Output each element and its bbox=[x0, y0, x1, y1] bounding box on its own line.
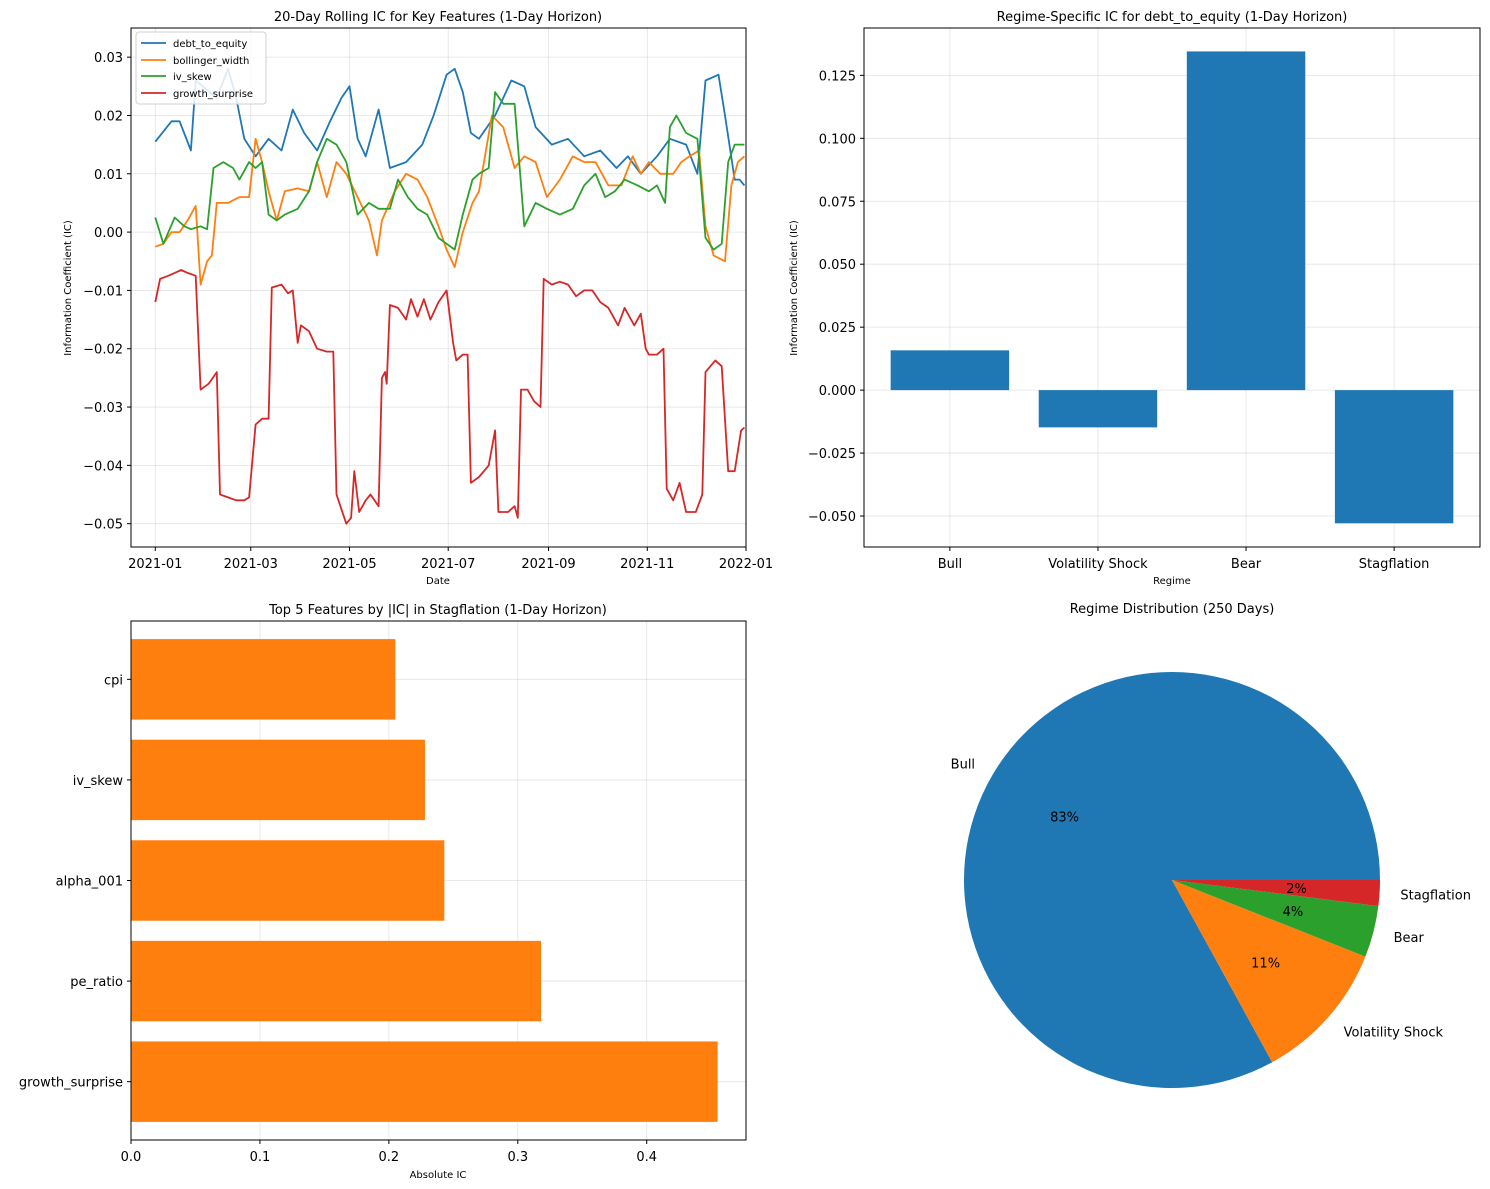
regime-ic-ytick-label: 0.125 bbox=[819, 69, 856, 84]
rolling-ic-xtick-label: 2022-01 bbox=[719, 557, 773, 572]
pie-title: Regime Distribution (250 Days) bbox=[1070, 602, 1275, 617]
series-line-growth-surprise bbox=[154, 269, 745, 525]
top5-xtick-label: 0.4 bbox=[636, 1150, 657, 1165]
rolling-ic-ytick-label: −0.02 bbox=[83, 343, 123, 358]
top5-bar-cpi bbox=[131, 639, 396, 720]
regime-ic-ytick-label: 0.025 bbox=[819, 321, 856, 336]
rolling-ic-ylabel: Information Coefficient (IC) bbox=[63, 220, 74, 356]
pie-slice-stagflation bbox=[1172, 880, 1380, 907]
rolling-ic-ytick-label: −0.01 bbox=[83, 284, 123, 299]
top5-xlabel: Absolute IC bbox=[410, 1170, 467, 1181]
top5-ytick-label: pe_ratio bbox=[70, 975, 123, 990]
rolling-ic-xlabel: Date bbox=[426, 576, 450, 587]
top5-bar-iv-skew bbox=[131, 739, 425, 821]
top5-bar-alpha-001 bbox=[131, 840, 445, 921]
regime-ic-xtick-label: Stagflation bbox=[1359, 557, 1430, 572]
top5-features-chart: Top 5 Features by |IC| in Stagflation (1… bbox=[19, 603, 747, 1181]
series-line-debt-to-equity bbox=[154, 67, 746, 186]
regime-bar-volatility-shock bbox=[1038, 390, 1158, 428]
rolling-ic-ytick-label: 0.03 bbox=[94, 51, 123, 66]
top5-ytick-label: cpi bbox=[104, 673, 123, 688]
regime-ic-ytick-label: 0.050 bbox=[819, 258, 856, 273]
regime-ic-chart: Regime-Specific IC for debt_to_equity (1… bbox=[789, 10, 1481, 587]
top5-bar-growth-surprise bbox=[131, 1041, 718, 1122]
series-line-bollinger-width bbox=[154, 114, 745, 286]
top5-ytick-label: growth_surprise bbox=[19, 1076, 123, 1091]
regime-distribution-chart: Regime Distribution (250 Days) Bull 83% Vo… bbox=[951, 602, 1471, 1088]
regime-ic-title: Regime-Specific IC for debt_to_equity (1… bbox=[997, 10, 1348, 25]
regime-bar-bear bbox=[1186, 51, 1306, 391]
pie-pct-label: 11% bbox=[1251, 957, 1280, 972]
regime-ic-xtick-label: Bull bbox=[938, 557, 962, 572]
top5-bar-pe-ratio bbox=[131, 940, 541, 1022]
rolling-ic-xtick-label: 2021-11 bbox=[620, 557, 674, 572]
rolling-ic-xtick-label: 2021-05 bbox=[322, 557, 376, 572]
top5-xtick-label: 0.3 bbox=[507, 1150, 528, 1165]
top5-ytick-label: iv_skew bbox=[73, 774, 124, 789]
top5-ytick-label: alpha_001 bbox=[56, 875, 123, 890]
regime-ic-ytick-label: 0.100 bbox=[819, 132, 856, 147]
rolling-ic-xtick-label: 2021-07 bbox=[421, 557, 475, 572]
pie-label: Bull bbox=[951, 758, 975, 773]
pie-slice-bull bbox=[964, 671, 1380, 1088]
series-line-iv-skew bbox=[154, 91, 745, 251]
pie-slice-volatility-shock bbox=[1172, 880, 1366, 1063]
legend-label-bollinger-width: bollinger_width bbox=[173, 56, 249, 67]
regime-bar-stagflation bbox=[1334, 390, 1454, 524]
regime-ic-ytick-label: −0.050 bbox=[808, 510, 856, 525]
pie-label: Stagflation bbox=[1400, 888, 1471, 903]
rolling-ic-ytick-label: 0.00 bbox=[94, 226, 123, 241]
pie-pct-label: 4% bbox=[1283, 905, 1304, 920]
rolling-ic-xtick-label: 2021-03 bbox=[224, 557, 278, 572]
pie-pct-label: 83% bbox=[1050, 810, 1079, 825]
top5-title: Top 5 Features by |IC| in Stagflation (1… bbox=[268, 603, 607, 618]
regime-ic-xlabel: Regime bbox=[1153, 576, 1191, 587]
rolling-ic-chart: 20-Day Rolling IC for Key Features (1-Da… bbox=[63, 10, 773, 587]
regime-ic-ytick-label: 0.000 bbox=[819, 384, 856, 399]
rolling-ic-plot-area bbox=[130, 27, 747, 548]
legend-label-growth-surprise: growth_surprise bbox=[173, 89, 253, 100]
rolling-ic-ytick-label: −0.03 bbox=[83, 401, 123, 416]
pie-label: Bear bbox=[1394, 931, 1425, 946]
legend-label-debt-to-equity: debt_to_equity bbox=[173, 39, 247, 50]
top5-xtick-label: 0.2 bbox=[379, 1150, 400, 1165]
rolling-ic-legend: debt_to_equity bollinger_width iv_skew g… bbox=[135, 31, 267, 105]
regime-ic-ytick-label: 0.075 bbox=[819, 195, 856, 210]
rolling-ic-ytick-label: −0.05 bbox=[83, 518, 123, 533]
rolling-ic-title: 20-Day Rolling IC for Key Features (1-Da… bbox=[274, 10, 602, 25]
pie-pct-label: 2% bbox=[1286, 882, 1307, 897]
pie-slice-bear bbox=[1172, 880, 1379, 957]
regime-ic-xtick-label: Volatility Shock bbox=[1048, 557, 1148, 572]
legend-label-iv-skew: iv_skew bbox=[173, 72, 212, 83]
rolling-ic-ytick-label: 0.01 bbox=[94, 168, 123, 183]
rolling-ic-ytick-label: −0.04 bbox=[83, 459, 123, 474]
regime-ic-xtick-label: Bear bbox=[1231, 557, 1262, 572]
rolling-ic-xtick-label: 2021-09 bbox=[521, 557, 575, 572]
regime-bar-bull bbox=[890, 350, 1010, 391]
rolling-ic-ytick-label: 0.02 bbox=[94, 109, 123, 124]
regime-ic-ylabel: Information Coefficient (IC) bbox=[789, 220, 800, 356]
regime-ic-plot-area bbox=[863, 27, 1481, 548]
top5-xtick-label: 0.0 bbox=[121, 1150, 142, 1165]
rolling-ic-xtick-label: 2021-01 bbox=[128, 557, 182, 572]
pie-label: Volatility Shock bbox=[1344, 1025, 1444, 1040]
regime-ic-ytick-label: −0.025 bbox=[808, 447, 856, 462]
top5-xtick-label: 0.1 bbox=[250, 1150, 271, 1165]
